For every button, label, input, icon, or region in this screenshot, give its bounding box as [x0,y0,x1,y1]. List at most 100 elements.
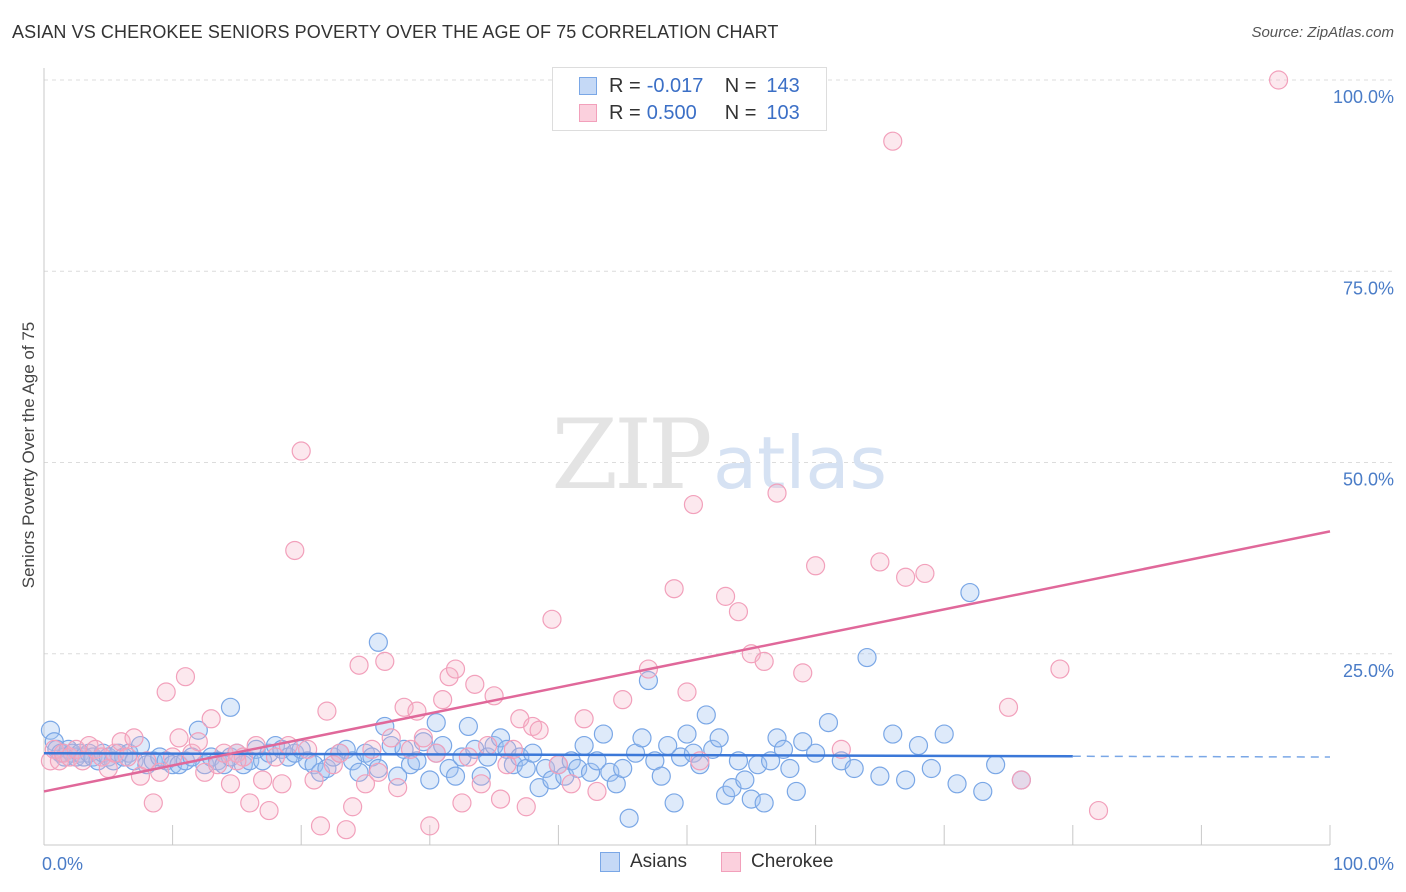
asians-point [786,781,806,802]
legend-n-label: N = [724,101,757,124]
legend-swatch-cherokee [721,852,742,872]
asians-point [973,781,993,802]
asians-point [947,774,967,794]
asians-point [921,758,941,779]
cherokee-point [349,655,369,675]
cherokee-point [265,747,286,767]
legend-swatch-asians [600,852,620,872]
y-tick-label: 100.0% [1333,87,1394,107]
y-axis-label: Seniors Poverty Over the Age of 75 [19,322,38,588]
asians-point [767,728,787,748]
cherokee-trend-line [43,530,1331,793]
cherokee-point [458,747,478,767]
legend-r-label: R = [609,101,641,124]
cherokee-point [156,682,176,702]
cherokee-point [805,556,826,576]
asians-point [857,647,877,668]
cherokee-point [355,774,376,794]
asians-point [780,758,800,779]
stats-legend: R = -0.017 N = 143 R = 0.500 N = 103 [552,67,827,131]
cherokee-point [715,586,736,606]
cherokee-point [574,709,594,729]
asians-point [773,739,794,759]
cherokee-point [587,781,607,802]
legend-n-label: N = [724,74,757,97]
asians-point [613,758,633,779]
asians-trend-line [43,751,1073,758]
asians-point [523,743,543,763]
cherokee-point [143,793,163,813]
legend-swatch-asians [579,77,597,95]
asians-point [220,697,241,717]
legend-item-asians: Asians [600,851,687,873]
cherokee-point [1088,800,1109,821]
cherokee-point [291,441,311,461]
asians-point [632,728,652,748]
cherokee-point [613,690,633,710]
asians-point [600,762,620,782]
trend-lines [43,530,1331,793]
cherokee-point [516,797,536,817]
cherokee-point [253,770,273,790]
asians-point [793,732,813,752]
cherokee-point [452,793,472,813]
watermark-zip: ZIP [551,399,710,511]
cherokee-point [754,651,774,672]
cherokee-point [548,755,569,775]
cherokee-point [793,663,813,683]
cherokee-point [175,667,196,687]
asians-point [696,705,716,725]
asians-points [40,582,1031,828]
asians-point [896,770,916,790]
asians-point [960,582,980,603]
asians-trend-extension [1072,755,1331,758]
asians-point [664,793,684,813]
asians-point [368,632,388,652]
asians-point [735,770,755,790]
legend-r-value: 0.500 [646,101,697,124]
asians-point [677,724,697,744]
cherokee-point [1011,770,1031,790]
asians-point [439,758,459,779]
asians-point [445,766,466,786]
cherokee-point [220,774,241,794]
cherokee-point [240,793,260,813]
asians-point [426,712,446,733]
cherokee-point [285,540,305,561]
asians-point [651,766,671,786]
cherokee-point [465,674,485,694]
cherokee-point [728,602,749,622]
cherokee-point [272,774,292,794]
cherokee-point [915,563,935,584]
cherokee-point [317,701,337,721]
asians-point [986,755,1006,775]
legend-label-asians: Asians [630,851,688,872]
cherokee-point [677,682,697,702]
asians-point [587,751,607,771]
asians-point [561,751,581,771]
cherokee-point [336,820,356,840]
cherokee-point [259,800,279,821]
y-tick-labels: 25.0% 50.0% 75.0% 100.0% [1333,87,1394,681]
cherokee-point [471,774,491,794]
asians-point [349,762,369,782]
cherokee-point [883,131,903,151]
axes [43,68,1331,846]
asians-point [580,762,601,782]
legend-swatch-cherokee [579,104,597,122]
cherokee-point [998,697,1019,717]
asians-point [818,712,839,733]
cherokee-point [529,720,549,740]
cherokee-point [413,728,433,748]
cherokee-point [304,770,324,790]
cherokee-point [201,709,221,729]
y-tick-label: 25.0% [1343,661,1394,681]
asians-point [458,716,478,737]
asians-point [683,743,704,763]
cherokee-point [870,552,890,572]
watermark-atlas: atlas [713,421,887,505]
cherokee-point [831,739,851,759]
asians-point [703,739,723,759]
asians-point [670,747,691,767]
